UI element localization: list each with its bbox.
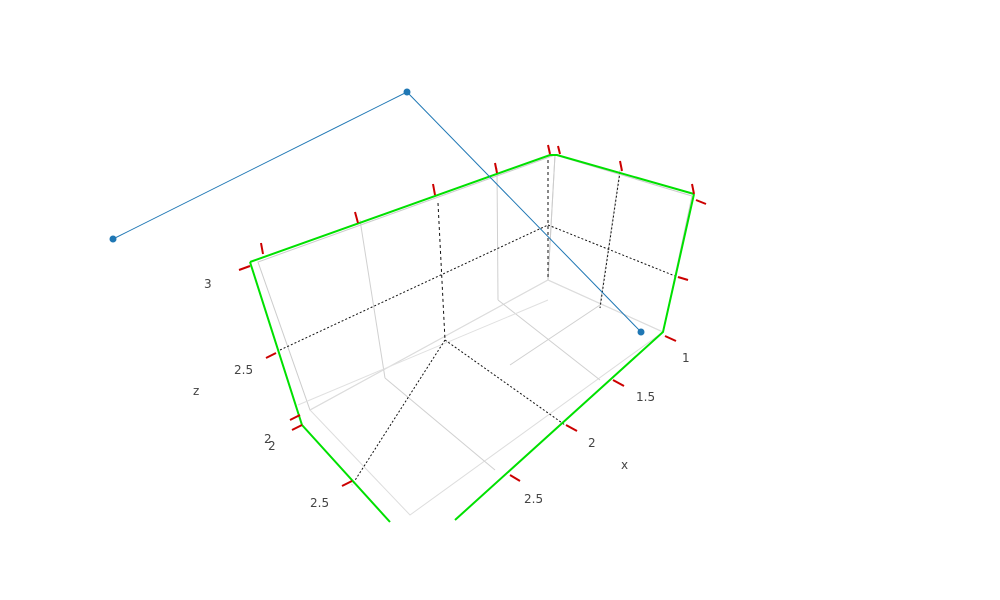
tick-mark: [619, 160, 623, 172]
gridline: [599, 169, 621, 306]
spike-line: [547, 224, 681, 279]
tick-mark: [691, 183, 695, 195]
gridline: [509, 304, 601, 366]
z-tick-label: 2: [264, 432, 272, 446]
x-axis-title: x: [621, 458, 628, 472]
data-point[interactable]: [109, 235, 117, 243]
y-tick-label: 2: [268, 439, 276, 453]
gridline: [497, 299, 601, 381]
tick-mark: [695, 199, 707, 205]
box-edge-top: [249, 154, 695, 263]
tick-labels: 1 1.5 2 2.5 2 2.5 2 2.5 3: [204, 277, 690, 510]
x-tick-label: 2: [588, 436, 596, 450]
z-tick-label: 2.5: [234, 363, 253, 377]
tick-mark: [291, 424, 303, 431]
gridline: [359, 219, 386, 379]
data-point[interactable]: [637, 328, 645, 336]
tick-mark: [432, 183, 436, 196]
tick-mark: [354, 211, 359, 224]
z-axis-title: z: [193, 384, 199, 398]
tick-mark: [664, 335, 677, 342]
spike-line: [437, 202, 446, 341]
x-tick-label: 2.5: [524, 492, 543, 506]
back-wall-left: [257, 154, 556, 411]
series-layer: [109, 88, 645, 336]
tick-marks: [238, 144, 707, 487]
y-tick-label: 2.5: [310, 496, 329, 510]
gridline: [496, 167, 499, 301]
spike-line: [599, 171, 621, 309]
box-edge-left: [249, 261, 391, 523]
tick-mark: [289, 414, 301, 421]
gridline: [384, 377, 496, 471]
tick-mark: [612, 379, 625, 387]
x-tick-label: 1: [682, 351, 690, 365]
box-edge-right: [454, 193, 695, 521]
tick-mark: [494, 162, 498, 174]
back-wall-right: [547, 154, 693, 333]
x-tick-label: 1.5: [636, 390, 655, 404]
data-point[interactable]: [403, 88, 411, 96]
spike-lines: [279, 160, 681, 486]
z-tick-label: 3: [204, 277, 212, 291]
gridline: [297, 299, 549, 406]
spike-line: [444, 339, 566, 426]
floor-plane: [309, 279, 664, 516]
tick-mark: [557, 145, 561, 155]
series-line[interactable]: [112, 91, 642, 333]
spike-line: [351, 339, 446, 486]
tick-mark: [677, 276, 689, 281]
tick-mark: [509, 474, 521, 482]
tick-mark: [547, 144, 551, 155]
spike-line: [279, 224, 549, 351]
tick-mark: [565, 424, 578, 432]
tick-mark: [341, 480, 353, 487]
tick-mark: [260, 242, 264, 255]
tick-mark: [265, 352, 277, 359]
tick-mark: [238, 265, 251, 271]
